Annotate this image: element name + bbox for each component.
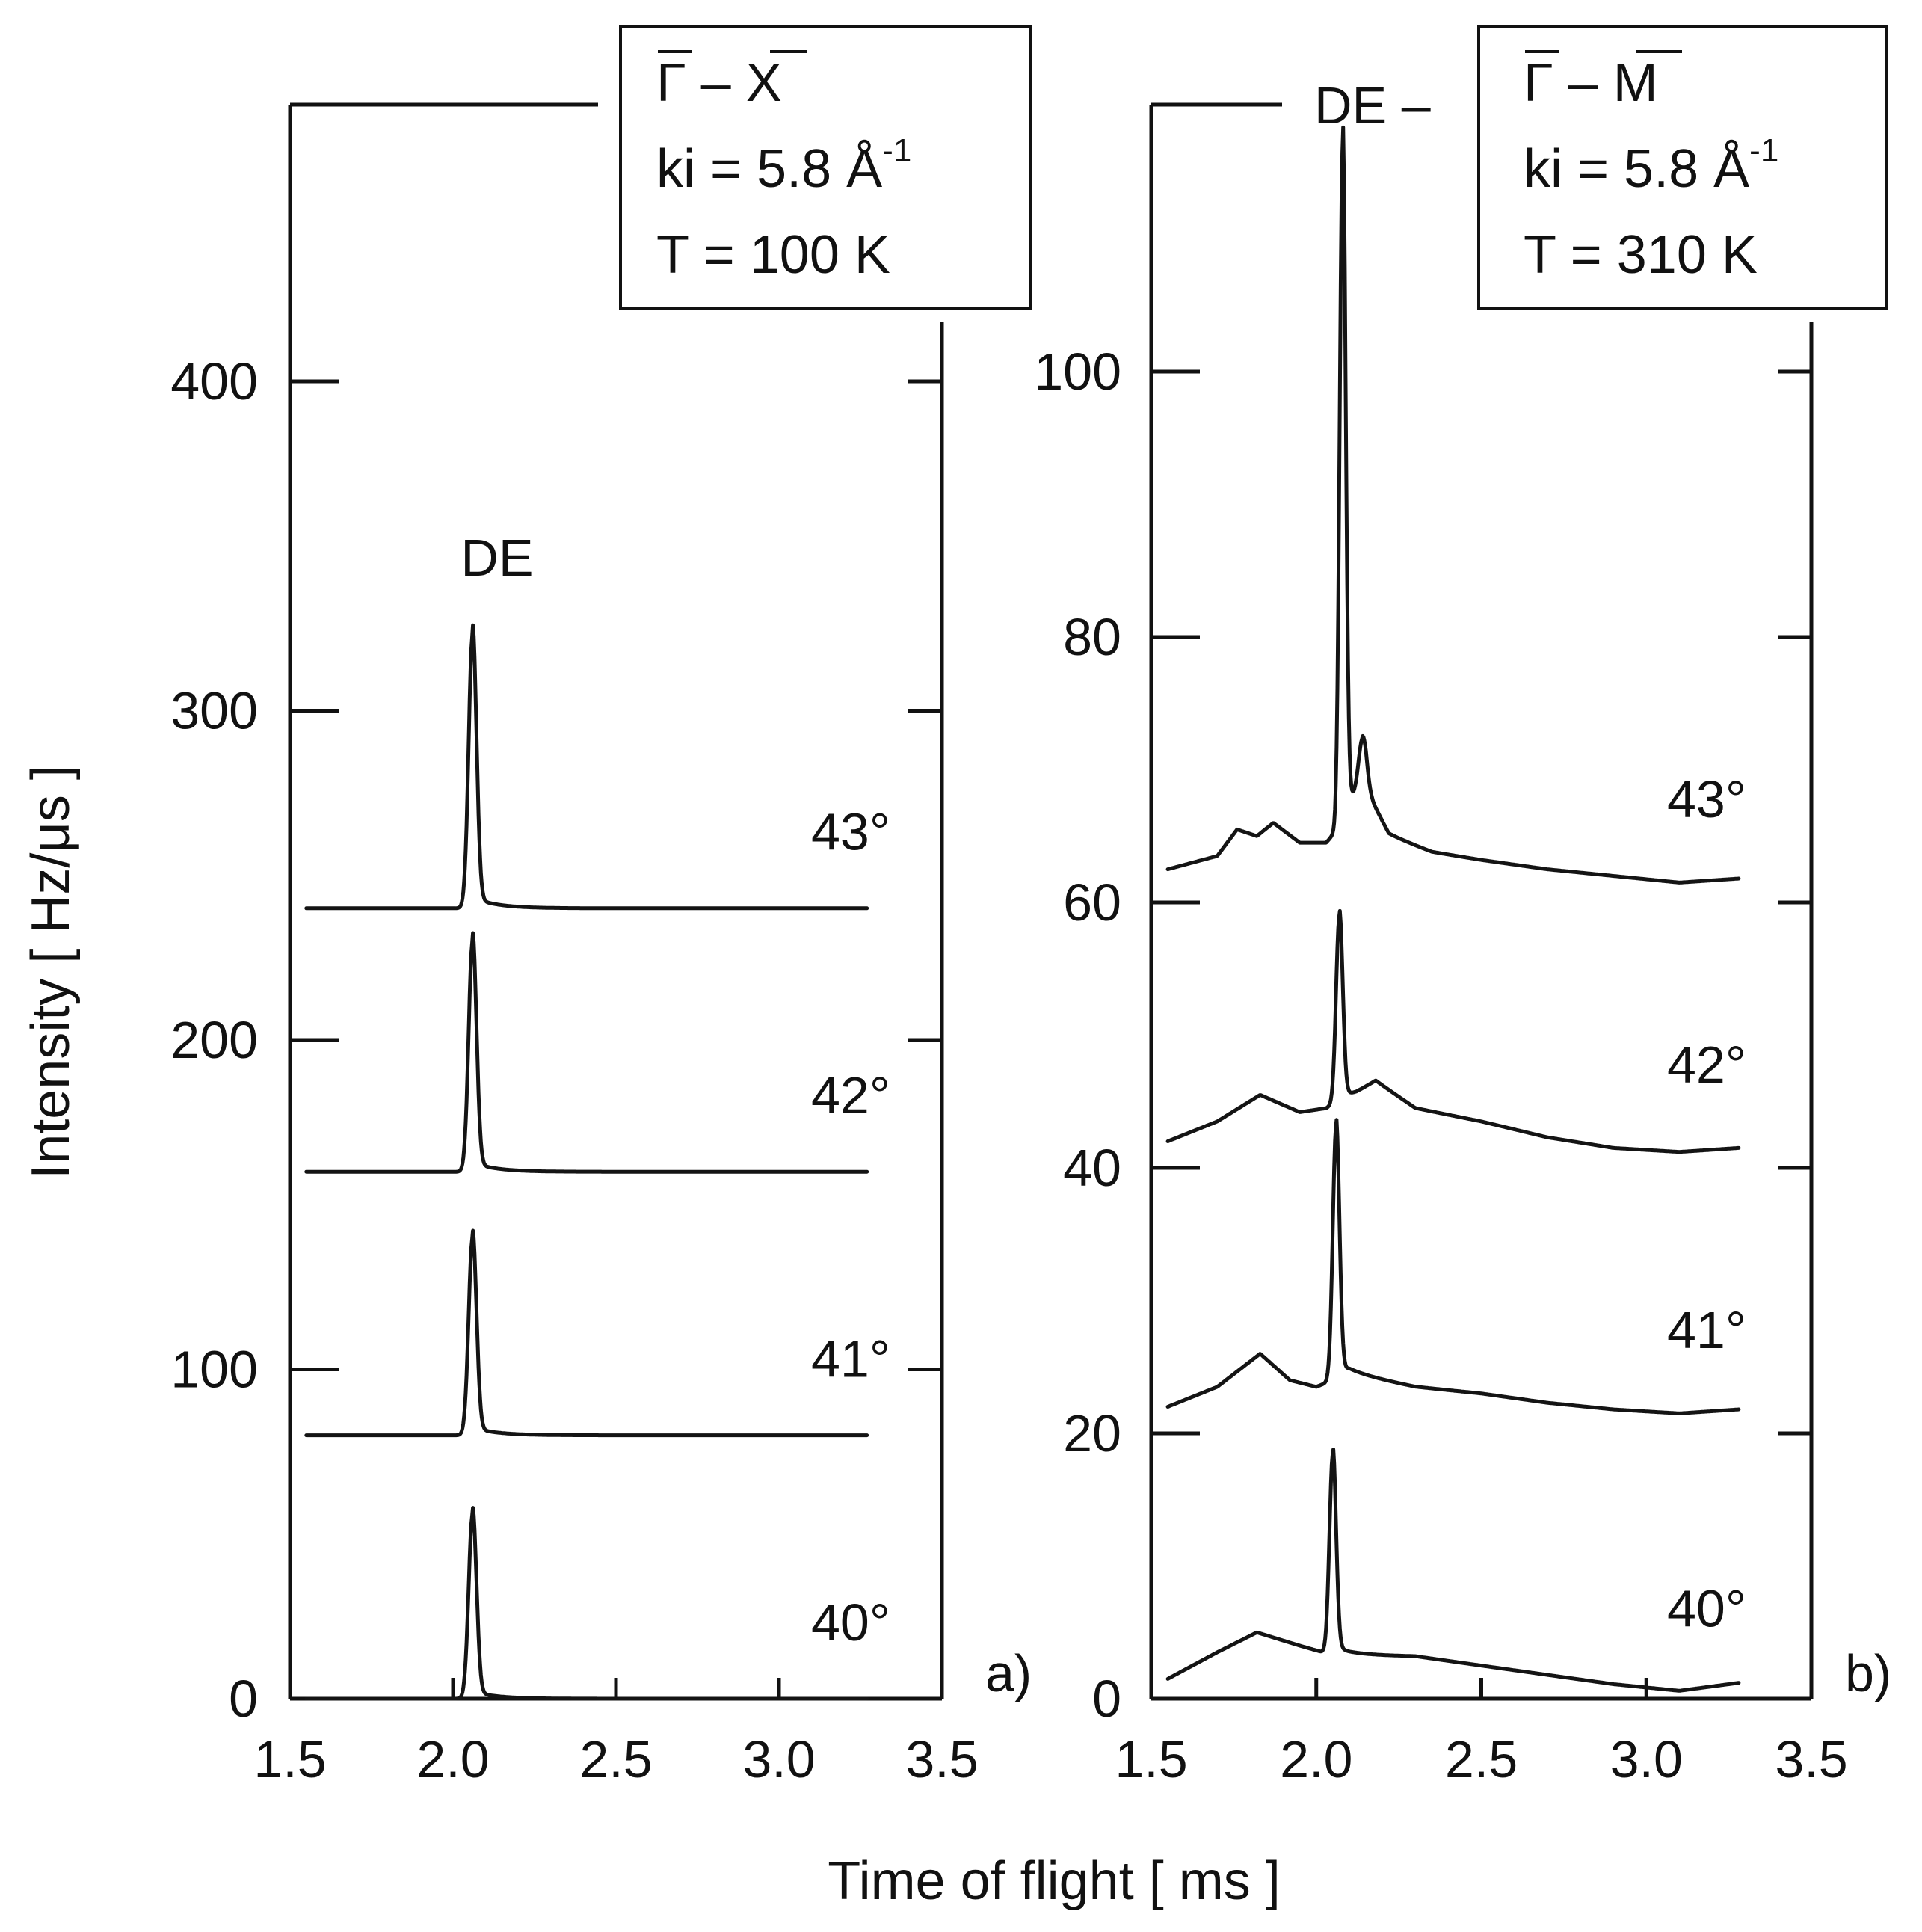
panel-a-trace-41deg	[304, 1228, 869, 1438]
panel-b-x-tick-label: 2.0	[1280, 1730, 1352, 1788]
panel-b-x-tick-label: 3.0	[1610, 1730, 1683, 1788]
panel-b-x-ticks: 1.5 2.0 2.5 3.0 3.5	[1115, 1678, 1848, 1788]
panel-b-x-tick-label: 3.5	[1775, 1730, 1847, 1788]
panel-b: 0 20 40 60 80 100 1.5 2.0 2.5 3.0 3.5 40° 41° 42° 43…	[1034, 25, 1891, 1788]
panel-a-angle-label: 41°	[811, 1330, 890, 1388]
panel-a-peak-label: DE	[461, 529, 533, 587]
panel-a-ki-main: ki = 5.8 Å	[656, 139, 882, 199]
panel-b-info-box: Γ – M ki = 5.8 Å-1 T = 310 K	[1477, 25, 1888, 310]
panel-b-angle-label: 40°	[1667, 1580, 1746, 1638]
panel-a-trace-42deg	[304, 931, 869, 1174]
panel-b-angle-label: 43°	[1667, 770, 1746, 828]
panel-b-ki: ki = 5.8 Å-1	[1524, 132, 1778, 199]
panel-b-angle-label: 42°	[1667, 1036, 1746, 1094]
panel-b-trace-41deg	[1165, 1118, 1741, 1415]
panel-a-y-tick-label: 0	[229, 1670, 258, 1728]
panel-b-y-ticks: 0 20 40 60 80 100	[1034, 342, 1811, 1728]
panel-a-angle-label: 42°	[811, 1066, 890, 1125]
panel-a-tag: a)	[985, 1644, 1032, 1702]
x-axis-title: Time of flight [ ms ]	[828, 1851, 1280, 1911]
panel-b-trace-43deg	[1165, 125, 1741, 885]
panel-a-x-tick-label: 3.5	[905, 1730, 978, 1788]
panel-a-ki: ki = 5.8 Å-1	[656, 132, 911, 199]
panel-b-y-tick-label: 40	[1063, 1139, 1121, 1197]
panel-b-trace-40deg	[1165, 1448, 1741, 1693]
panel-b-trace-42deg	[1165, 908, 1741, 1154]
panel-a-x-tick-label: 1.5	[253, 1730, 326, 1788]
panel-a-x-tick-label: 3.0	[742, 1730, 815, 1788]
panel-a-y-ticks: 0 100 200 300 400	[170, 352, 942, 1728]
panel-a-ki-exp: -1	[882, 132, 911, 169]
panel-a-direction: Γ – X	[656, 53, 782, 113]
panel-b-ki-exp: -1	[1749, 132, 1778, 169]
y-axis-title: Intensity [ Hz/μs ]	[21, 765, 81, 1179]
panel-a-x-ticks: 1.5 2.0 2.5 3.0 3.5	[253, 1678, 979, 1788]
panel-a-y-tick-label: 300	[170, 682, 258, 740]
panel-a-y-tick-label: 200	[170, 1011, 258, 1069]
panel-b-traces: 40° 41° 42° 43°	[1165, 125, 1746, 1693]
panel-b-temperature: T = 310 K	[1524, 225, 1758, 285]
panel-b-y-tick-label: 0	[1092, 1670, 1121, 1728]
panel-b-direction: Γ – M	[1524, 53, 1658, 113]
panel-a-x-tick-label: 2.0	[416, 1730, 489, 1788]
panel-b-y-tick-label: 100	[1034, 342, 1121, 401]
panel-b-peak-label: DE –	[1314, 76, 1431, 135]
panel-b-y-tick-label: 60	[1063, 873, 1121, 932]
panel-a-trace-43deg	[304, 623, 869, 911]
panel-b-x-tick-label: 2.5	[1445, 1730, 1518, 1788]
panel-b-x-tick-label: 1.5	[1115, 1730, 1187, 1788]
panel-a-temperature: T = 100 K	[656, 225, 890, 285]
panel-a-y-tick-label: 100	[170, 1341, 258, 1399]
panel-a-trace-40deg	[304, 1506, 869, 1701]
panel-b-ki-main: ki = 5.8 Å	[1524, 139, 1749, 199]
panel-a-angle-label: 43°	[811, 803, 890, 861]
panel-b-y-tick-label: 80	[1063, 608, 1121, 666]
panel-b-tag: b)	[1845, 1644, 1891, 1702]
panel-b-y-tick-label: 20	[1063, 1404, 1121, 1462]
panel-a-y-tick-label: 400	[170, 352, 258, 410]
panel-a-x-tick-label: 2.5	[579, 1730, 652, 1788]
panel-a-info-box: Γ – X ki = 5.8 Å-1 T = 100 K	[619, 25, 1032, 310]
panel-a-angle-label: 40°	[811, 1593, 890, 1652]
panel-a-traces: 40° 41° 42° 43°	[304, 623, 890, 1701]
panel-b-angle-label: 41°	[1667, 1301, 1746, 1359]
